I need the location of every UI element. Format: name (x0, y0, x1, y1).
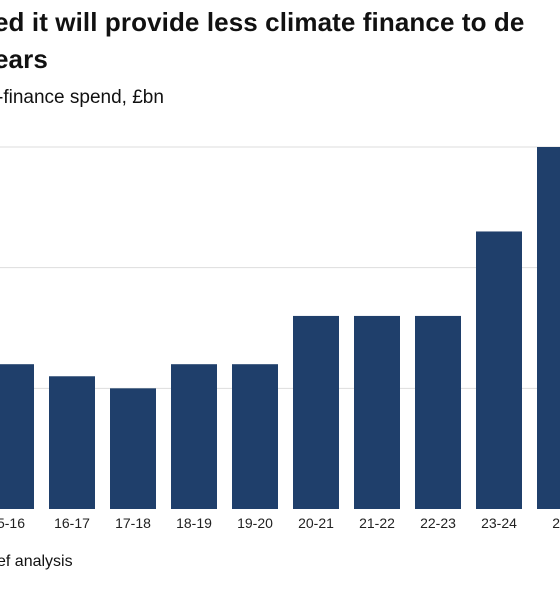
x-tick-label-15-16: 5-16 (0, 515, 25, 531)
x-tick-label-22-23: 22-23 (420, 515, 456, 531)
chart-source: ef analysis (0, 553, 73, 570)
x-tick-label-24-25: 24 (552, 515, 560, 531)
bar-15-16 (0, 364, 34, 509)
x-tick-label-19-20: 19-20 (237, 515, 273, 531)
bar-21-22 (354, 315, 400, 509)
chart-subtitle: -finance spend, £bn (0, 87, 164, 108)
bar-17-18 (110, 388, 156, 509)
x-tick-label-18-19: 18-19 (176, 515, 212, 531)
bar-22-23 (415, 315, 461, 509)
bar-24-25 (537, 147, 560, 509)
chart-title: ed it will provide less climate finance … (0, 4, 560, 78)
bar-20-21 (293, 315, 339, 509)
x-tick-label-20-21: 20-21 (298, 515, 334, 531)
bar-16-17 (49, 376, 95, 509)
chart-title-line-2: ears (0, 44, 48, 74)
x-tick-label-23-24: 23-24 (481, 515, 517, 531)
bar-23-24 (476, 231, 522, 509)
chart-title-line-1: ed it will provide less climate finance … (0, 7, 525, 37)
bar-18-19 (171, 364, 217, 509)
x-tick-label-17-18: 17-18 (115, 515, 151, 531)
x-tick-label-16-17: 16-17 (54, 515, 90, 531)
bar-19-20 (232, 364, 278, 509)
x-tick-label-21-22: 21-22 (359, 515, 395, 531)
